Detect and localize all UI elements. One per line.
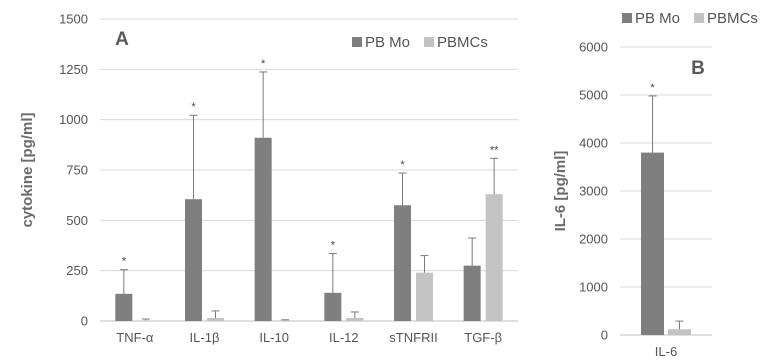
bar — [185, 199, 202, 321]
y-tick-label: 1250 — [59, 62, 88, 77]
y-tick-label: 5000 — [579, 88, 608, 103]
y-axis-label: IL-6 [pg/ml] — [552, 151, 569, 232]
y-axis-label: cytokine [pg/ml] — [19, 112, 36, 227]
x-tick-label: TGF-β — [464, 330, 502, 345]
significance-marker: ** — [490, 144, 499, 156]
x-tick-label: sTNFRII — [389, 330, 437, 345]
significance-marker: * — [650, 82, 655, 94]
panel-label: B — [691, 58, 705, 79]
legend-label: PB Mo — [635, 10, 680, 27]
bar — [416, 272, 433, 321]
y-tick-label: 250 — [66, 263, 88, 278]
significance-marker: * — [400, 159, 405, 171]
bar — [394, 205, 411, 321]
bar — [115, 293, 133, 321]
y-tick-label: 3000 — [579, 184, 608, 199]
bar — [668, 329, 691, 335]
y-tick-label: 1000 — [59, 112, 88, 127]
x-tick-label: IL-6 — [655, 344, 677, 359]
bar — [276, 320, 294, 321]
bar — [463, 265, 481, 321]
y-tick-label: 2000 — [579, 232, 608, 247]
legend-label: PB Mo — [365, 34, 410, 51]
x-tick-label: IL-12 — [329, 330, 359, 345]
y-tick-label: 4000 — [579, 136, 608, 151]
legend-label: PBMCs — [437, 34, 488, 51]
significance-marker: * — [191, 101, 196, 113]
bar — [137, 320, 155, 321]
significance-marker: * — [261, 58, 266, 70]
x-tick-label: IL-10 — [259, 330, 289, 345]
bar — [324, 292, 342, 321]
bar — [641, 152, 664, 335]
x-tick-label: TNF-α — [116, 330, 154, 345]
y-tick-label: 500 — [66, 213, 88, 228]
legend-swatch — [694, 13, 704, 23]
legend-swatch — [622, 13, 632, 23]
bar — [207, 317, 224, 321]
y-tick-label: 0 — [81, 314, 88, 329]
chart-panel-a: 0 250 500 750 1000 1250 1500 cytokine [pg/ml] A *… — [19, 12, 518, 345]
significance-marker: * — [331, 240, 336, 252]
legend-label: PBMCs — [707, 10, 758, 27]
legend-swatch — [424, 37, 434, 47]
bar — [485, 194, 503, 321]
y-tick-label: 1000 — [579, 280, 608, 295]
chart-panel-b: 0 1000 2000 3000 4000 5000 6000 IL-6 [pg/ml] B * I… — [552, 10, 758, 359]
y-tick-label: 0 — [601, 328, 608, 343]
x-tick-label: IL-1β — [190, 330, 220, 345]
significance-marker: * — [122, 256, 127, 268]
y-tick-label: 6000 — [579, 40, 608, 55]
bar — [254, 137, 272, 321]
legend-swatch — [352, 37, 362, 47]
y-tick-label: 750 — [66, 163, 88, 178]
panel-label: A — [115, 29, 129, 50]
y-tick-label: 1500 — [59, 12, 88, 27]
bar — [346, 317, 364, 321]
